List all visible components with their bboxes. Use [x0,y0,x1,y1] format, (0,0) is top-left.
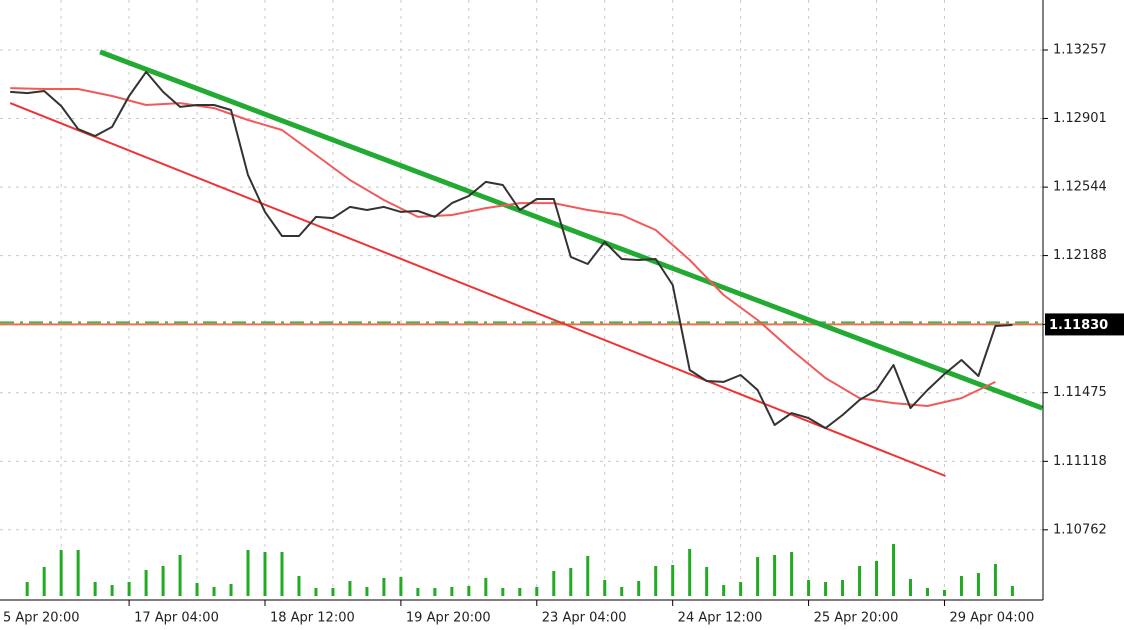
volume-bar [518,588,522,596]
y-tick-label: 1.11475 [1053,385,1107,400]
plot-background [0,0,1043,600]
x-tick-label: 18 Apr 12:00 [270,611,355,626]
volume-bar [93,582,97,596]
volume-bar [25,582,29,596]
volume-bar [976,573,980,596]
axis-background [0,600,1124,630]
volume-bar [654,566,658,596]
volume-bar [552,571,556,596]
volume-bar [637,581,641,596]
volume-bar [790,552,794,596]
volume-bar [110,585,114,596]
x-tick-label: 5 Apr 20:00 [3,611,80,626]
volume-bar [925,588,929,596]
volume-bar [586,556,590,596]
volume-bar [688,549,692,596]
y-tick-label: 1.11118 [1053,454,1107,469]
price-series [10,87,996,407]
volume-bar [773,555,777,596]
price-series [10,70,1013,430]
volume-bar [1010,586,1014,596]
x-tick-label: 25 Apr 20:00 [814,611,899,626]
volume-bar [942,590,946,596]
volume-bar [467,586,471,596]
volume-bar [892,544,896,596]
volume-bar [348,581,352,596]
volume-bar [246,550,250,596]
x-tick-label: 24 Apr 12:00 [678,611,763,626]
volume-bar [620,587,624,596]
x-tick-label: 17 Apr 04:00 [134,611,219,626]
volume-bar [824,582,828,596]
y-tick-label: 1.12188 [1053,248,1107,263]
volume-bar [875,561,879,596]
volume-bar [841,580,845,596]
volume-bar [399,577,403,596]
x-tick-label: 29 Apr 04:00 [949,611,1034,626]
volume-bar [365,587,369,596]
volume-bar [195,583,199,596]
volume-bar [382,578,386,596]
volume-bar [433,588,437,596]
y-tick-label: 1.10762 [1053,522,1107,537]
x-tick-label: 23 Apr 04:00 [542,611,627,626]
volume-bar [858,566,862,596]
volume-bar [671,565,675,596]
volume-bar [127,582,131,596]
volume-bar [909,579,913,596]
volume-bar [280,552,284,596]
volume-bar [569,568,573,596]
volume-bar [739,582,743,596]
volume-bar [535,587,539,596]
volume-bar [263,552,267,596]
y-tick-label: 1.12901 [1053,111,1107,126]
volume-bar [993,564,997,596]
volume-bar [501,588,505,596]
volume-bar [484,578,488,596]
volume-bar [314,588,318,596]
volume-bar [416,588,420,596]
volume-bar [331,588,335,596]
volume-bar [450,587,454,596]
volume-bar [807,580,811,596]
volume-bar [59,550,63,596]
y-tick-label: 1.12544 [1053,180,1107,195]
volume-bar [722,585,726,596]
volume-bar [603,580,607,596]
volume-bar [178,555,182,596]
x-tick-label: 19 Apr 20:00 [406,611,491,626]
volume-bar [229,584,233,596]
volume-bar [144,570,148,596]
y-tick-label: 1.13257 [1053,43,1107,58]
volume-bar [756,557,760,596]
volume-bar [297,576,301,596]
volume-bar [212,587,216,596]
volume-bar [705,567,709,596]
price-label-box [1045,313,1124,336]
volume-bar [161,566,165,596]
volume-bar [959,576,963,596]
price-label: 1.11830 [1049,318,1108,333]
trendline [99,49,1044,411]
volume-bar [76,550,80,596]
volume-bar [42,567,46,596]
